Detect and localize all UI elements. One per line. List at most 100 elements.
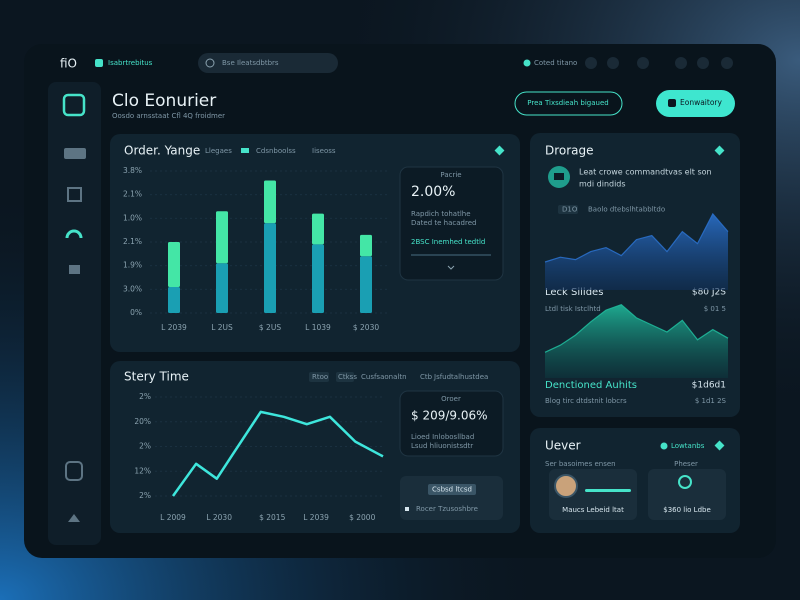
- stat-label: Oroer: [441, 395, 461, 403]
- tab-bg: [336, 372, 354, 382]
- workspace-icon: [95, 59, 103, 67]
- settings-icon[interactable]: [68, 514, 80, 522]
- bar-segment: [216, 263, 228, 313]
- panel-title: Stery Time: [124, 370, 189, 384]
- y-tick-label: 0%: [130, 308, 142, 317]
- line-series: [171, 410, 384, 497]
- x-tick-label: L 2US: [211, 323, 233, 332]
- x-tick-label: $ 2000: [349, 513, 375, 522]
- legend-item: Baolo dtebslhtabbltdo: [588, 206, 665, 214]
- area-fill: [545, 214, 728, 290]
- bar-segment: [168, 286, 180, 313]
- area-value: $80 J2S: [692, 288, 726, 298]
- tab[interactable]: Cdsnboolss: [256, 147, 296, 155]
- search-icon: [205, 58, 215, 68]
- footer-text: Rocer Tzusoshbre: [416, 505, 478, 513]
- bar-segment: [312, 244, 324, 313]
- page-title: Clo Eonurier: [112, 91, 216, 111]
- toolbar-icons[interactable]: [585, 57, 733, 69]
- primary-button[interactable]: [656, 90, 735, 117]
- y-tick-label: 1.0%: [123, 213, 142, 222]
- area-value: $1d6d1: [692, 381, 726, 391]
- tab[interactable]: Llegaes: [205, 147, 232, 155]
- workspace[interactable]: Isabrtrebitus: [108, 59, 153, 67]
- tab[interactable]: Jsfudtalhustdea: [433, 373, 488, 381]
- nav-icon[interactable]: [65, 229, 83, 239]
- y-tick-label: 3.8%: [123, 166, 142, 175]
- status-dot: [660, 442, 668, 450]
- bar-segment: [264, 180, 276, 224]
- area-label: Denctioned Auhits: [545, 380, 637, 391]
- stat-label: Pacrie: [440, 171, 461, 179]
- page-subtitle: Oosdo arnsstaat Cfl 4Q froidmer: [112, 112, 225, 120]
- panel-title: Drorage: [545, 144, 594, 158]
- x-tick-label: L 2009: [160, 513, 186, 522]
- progress: [585, 489, 631, 492]
- panel-title: Order. Yange: [124, 144, 200, 158]
- x-tick-label: L 2039: [303, 513, 329, 522]
- divider: [411, 254, 491, 256]
- area-line: [544, 304, 729, 353]
- y-tick-label: 2%: [139, 442, 151, 451]
- primary-button-label: Eonwaitory: [680, 98, 723, 107]
- footer: Blog tirc dtdstnit lobcrs: [545, 397, 627, 405]
- bar-segment: [216, 211, 228, 264]
- stat-card: [399, 390, 504, 457]
- owner-status: Lowtanbs: [671, 442, 705, 450]
- status-dot: [523, 59, 531, 67]
- nav-icon[interactable]: [64, 148, 86, 159]
- tab[interactable]: Rtoo: [312, 373, 328, 381]
- storage-text: Leat crowe commandtvas elt son: [579, 168, 712, 177]
- nav-icon[interactable]: [67, 187, 82, 202]
- legend-chip: [558, 205, 578, 214]
- bar-segment: [360, 256, 372, 313]
- bar-segment: [312, 213, 324, 245]
- y-tick-label: 3.0%: [123, 284, 142, 293]
- caption-value: $ 01 5: [704, 305, 726, 313]
- tab[interactable]: Iiseoss: [312, 147, 336, 155]
- chevron[interactable]: [447, 265, 455, 270]
- footer-button[interactable]: [428, 484, 476, 495]
- footer-value: $ 1d1 2S: [695, 397, 727, 405]
- y-tick-label: 2.1%: [123, 237, 142, 246]
- stat-text: Lsud hliuonistsdtr: [411, 442, 473, 450]
- search-placeholder: Bse Ileatsdbtbrs: [222, 59, 279, 67]
- owner-label: Pheser: [674, 460, 698, 468]
- tab[interactable]: Ctb: [420, 373, 433, 381]
- legend-item: D1O: [562, 206, 578, 214]
- area-fill: [545, 304, 728, 378]
- stat-link[interactable]: 2BSC Inemhed tedtld: [411, 238, 485, 246]
- tab[interactable]: Ctkss: [338, 373, 357, 381]
- secondary-button[interactable]: [514, 91, 623, 116]
- x-tick-label: $ 2030: [353, 323, 379, 332]
- amount-icon: [678, 475, 692, 489]
- search-box[interactable]: [198, 53, 338, 73]
- brand: ﬁO: [60, 57, 77, 71]
- x-tick-label: L 1039: [305, 323, 331, 332]
- y-tick-label: 20%: [134, 417, 151, 426]
- x-tick-label: $ 2US: [259, 323, 281, 332]
- button-icon: [668, 99, 676, 107]
- stat-text: Dated te hacadred: [411, 219, 476, 227]
- y-tick-label: 2%: [139, 491, 151, 500]
- panel-menu[interactable]: [714, 440, 725, 451]
- caption: Ltdl tisk Istclhtd: [545, 305, 601, 313]
- nav-icon[interactable]: [69, 265, 80, 274]
- status: Coted titano: [534, 59, 577, 67]
- y-tick-label: 2.1%: [123, 190, 142, 199]
- area-line: [544, 212, 729, 263]
- tab[interactable]: Cusfsaonaltn: [361, 373, 407, 381]
- amount-card[interactable]: [648, 469, 726, 520]
- help-icon[interactable]: [65, 461, 83, 481]
- owner-subtitle: Ser basoimes ensen: [545, 460, 616, 468]
- tab-bg: [309, 372, 329, 382]
- panel-menu[interactable]: [714, 145, 725, 156]
- panel-title: Uever: [545, 439, 581, 453]
- bar-segment: [360, 234, 372, 257]
- tab-marker: [241, 148, 249, 153]
- panel-menu[interactable]: [494, 145, 505, 156]
- logo-icon[interactable]: [62, 93, 86, 117]
- footer-button-label: Csbsd ltcsd: [432, 486, 472, 494]
